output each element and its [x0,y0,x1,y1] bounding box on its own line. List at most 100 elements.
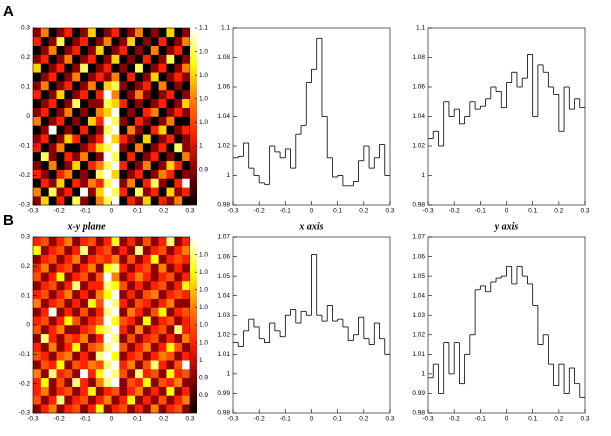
heat-cell [142,45,152,55]
heat-cell [142,237,152,247]
heat-cell [150,386,159,396]
heat-cell [182,125,191,135]
heat-cell [40,395,49,405]
heat-cell [174,107,183,117]
heat-cell [72,395,81,405]
heat-cell [103,36,112,46]
colorbar-step [190,389,197,393]
heat-cell [158,98,167,108]
heat-cell [166,360,175,370]
heat-cell [40,351,49,361]
heat-cell [48,307,57,317]
heat-cell [174,360,183,370]
heat-cell [119,395,128,405]
heat-cell [127,196,136,206]
heat-cell [182,333,191,343]
heat-cell [127,187,136,197]
heat-cell [56,151,65,162]
heat-cell [40,178,49,188]
y-tick-label: 1.08 [217,54,230,61]
heat-cell [174,134,183,144]
heat-cell [158,351,167,361]
heat-cell [80,63,89,73]
heat-cell [95,125,104,135]
heat-cell [33,28,42,38]
heat-cell [135,36,144,46]
heat-cell [48,289,57,299]
colorbar-step [190,98,197,103]
colorbar-step [190,336,197,340]
heat-cell [33,98,42,108]
heat-cell [56,54,65,64]
heat-cell [174,281,183,291]
heat-cell [174,377,183,387]
heat-cell [80,134,89,144]
heat-cell [64,404,73,414]
colorbar-tick-label: 0.9 [199,166,208,173]
colorbar-step [190,128,197,132]
heat-cell [33,151,42,162]
heat-cell [87,196,97,206]
heat-cell [119,178,128,188]
heat-cell [135,89,144,100]
heat-cell [33,369,42,379]
heat-cell [48,72,57,82]
heat-cell [40,360,49,370]
heat-cell [33,316,42,326]
heat-cell [48,98,57,108]
heat-cell [56,116,65,126]
heat-cell [87,107,97,117]
heat-cell [166,342,175,352]
heat-cell [166,36,175,46]
heat-cell [95,36,104,46]
heat-cell [48,360,57,370]
heat-cell [174,298,183,308]
colorbar-tick-label: 1.0 [199,96,208,103]
heat-cell [87,254,97,264]
heat-cell [150,116,159,126]
heat-cell [56,325,65,335]
heat-cell [135,245,144,255]
heat-cell [111,237,120,247]
heat-cell [56,342,65,352]
heat-cell [33,178,42,188]
y-tick-label: 1.04 [412,292,425,299]
colorbar-step [190,295,197,299]
heat-cell [119,307,128,317]
heat-cell [150,281,159,291]
y-tick-label: 0.1 [21,292,30,299]
heat-cell [48,351,57,361]
colorbar-step [190,75,197,79]
heat-cell [119,107,128,117]
heat-cell [142,160,152,170]
heat-cell [95,160,104,170]
heat-cell [135,160,144,170]
heat-cell [64,281,73,291]
heat-cell [174,89,183,100]
heat-cell [56,263,65,273]
heat-cell [103,281,112,291]
heat-cell [103,272,112,282]
heat-cell [158,298,167,308]
heat-cell [111,316,120,326]
heat-cell [95,178,104,188]
heat-cell [135,54,144,64]
heat-cell [95,281,104,291]
heat-cell [72,281,81,291]
heat-cell [95,272,104,282]
heat-cell [150,125,159,135]
heat-cell [119,196,128,206]
heat-cell [103,360,112,370]
x-tick-label: 0 [505,208,509,215]
heat-cell [119,377,128,387]
colorbar-step [190,351,197,355]
heat-cell [111,178,120,188]
heat-cell [150,325,159,335]
heat-cell [87,178,97,188]
heat-cell [127,125,136,135]
heat-cell [64,386,73,396]
heat-cell [95,45,104,55]
heat-cell [142,125,152,135]
heat-cell [40,272,49,282]
